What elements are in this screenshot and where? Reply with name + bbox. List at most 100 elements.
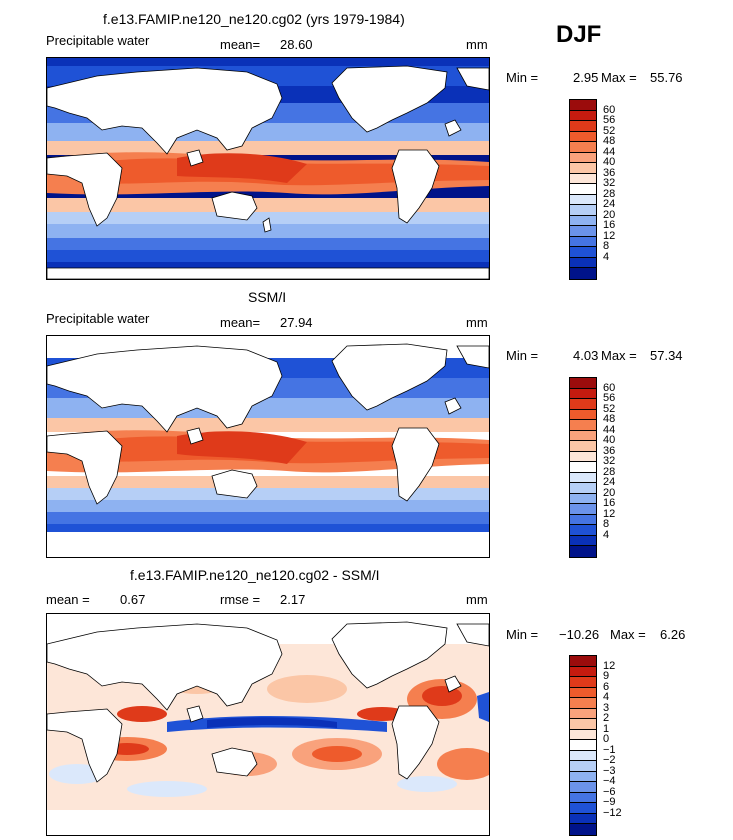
panel-3-colorbar-swatch [570,824,596,835]
panel-1-colorbar-tick-label: 8 [603,240,610,252]
panel-1-max-value: 55.76 [650,70,683,85]
panel-3-colorbar-tick-label: 6 [603,680,610,693]
panel-1-mean-value: 28.60 [280,37,313,52]
panel-1-colorbar-swatch [570,226,596,237]
panel-1-colorbar [569,99,597,280]
panel-2-colorbar-swatch [570,472,596,483]
panel-2-colorbar-swatch [570,399,596,410]
panel-1-units: mm [466,37,488,52]
panel-3-rmse-label: rmse = [220,592,261,607]
panel-3-colorbar-tick-label: 2 [603,712,610,724]
panel-1-colorbar-swatch [570,173,596,184]
panel-3-colorbar-tick-label: 1 [603,722,610,735]
panel-1-colorbar-tick-label: 16 [603,219,616,231]
panel-1-colorbar-tick-label: 20 [603,208,616,221]
panel-3-colorbar-swatch [570,761,596,772]
panel-2-colorbar-swatch [570,430,596,441]
panel-2-colorbar-swatch [570,546,596,557]
panel-2-colorbar-tick-label: 56 [603,392,616,404]
panel-3-colorbar-tick-label: 12 [603,659,616,672]
panel-1-colorbar-swatch [570,110,596,121]
panel-3-colorbar-swatch [570,771,596,782]
panel-3-colorbar-tick-label: 3 [603,701,610,714]
panel-2-min-value: 4.03 [573,348,599,363]
panel-3-colorbar-swatch [570,750,596,761]
panel-1-colorbar-tick-label: 60 [603,103,616,116]
panel-1-colorbar-swatch [570,236,596,247]
panel-2-colorbar-swatch [570,493,596,504]
panel-1-colorbar-tick-label: 12 [603,229,616,242]
panel-3-colorbar-swatch [570,719,596,730]
panel-1-colorbar-tick-label: 40 [603,156,616,168]
panel-1-colorbar-tick-label: 52 [603,124,616,137]
panel-3-colorbar [569,655,597,836]
panel-2-colorbar-swatch [570,451,596,462]
panel-3-mean-label: mean = [46,592,90,607]
panel-2-colorbar-swatch [570,441,596,452]
panel-3-colorbar-tick-label: 0 [603,733,610,745]
panel-2-colorbar-swatch [570,388,596,399]
panel-3-max-value: 6.26 [660,627,686,642]
panel-3-units: mm [466,592,488,607]
panel-1-colorbar-tick-label: 36 [603,166,616,179]
panel-3-map [46,613,490,836]
panel-3-colorbar-swatch [570,666,596,677]
panel-3-colorbar-swatch [570,803,596,814]
panel-2-max-label: Max = [601,348,637,363]
season-label: DJF [556,21,602,48]
panel-2-colorbar-tick-label: 44 [603,423,616,436]
panel-3-min-label: Min = [506,627,539,642]
panel-3-colorbar-tick-label: 9 [603,670,610,682]
panel-2-variable: Precipitable water [46,311,150,326]
panel-2-colorbar-tick-label: 16 [603,497,616,509]
panel-2-colorbar-tick-label: 8 [603,518,610,530]
panel-2-max-value: 57.34 [650,348,683,363]
panel-2-colorbar-tick-label: 28 [603,465,616,478]
panel-2-colorbar-tick-label: 12 [603,507,616,520]
panel-3-colorbar-swatch [570,740,596,751]
panel-2-mean-value: 27.94 [280,315,313,330]
panel-2-colorbar-tick-label: 4 [603,528,610,541]
panel-1-colorbar-swatch [570,194,596,205]
panel-3-colorbar-swatch [570,698,596,709]
panel-3-colorbar-tick-label: −3 [603,764,616,777]
panel-1-colorbar-tick-label: 4 [603,250,610,263]
panel-2-map [46,335,490,558]
panel-1-colorbar-swatch [570,184,596,195]
panel-2-colorbar-swatch [570,535,596,546]
panel-1-colorbar-swatch [570,131,596,142]
panel-3-colorbar-tick-label: −1 [603,743,616,756]
panel-1-colorbar-swatch [570,257,596,268]
panel-2-colorbar-swatch [570,504,596,515]
panel-3-mean-value: 0.67 [120,592,146,607]
panel-3-colorbar-swatch [570,792,596,803]
panel-3-colorbar-swatch [570,813,596,824]
panel-1-colorbar-tick-label: 28 [603,187,616,200]
panel-3-colorbar-swatch [570,687,596,698]
panel-2-colorbar-swatch [570,462,596,473]
panel-2-title: SSM/I [248,289,287,305]
panel-3-colorbar-swatch [570,729,596,740]
panel-2-colorbar-tick-label: 48 [603,413,616,425]
panel-3-colorbar-tick-label: −2 [603,754,616,766]
panel-3-colorbar-swatch [570,782,596,793]
panel-2-colorbar [569,377,597,558]
panel-1-colorbar-tick-label: 32 [603,177,616,189]
panel-2-colorbar-tick-label: 24 [603,476,616,488]
panel-1-colorbar-swatch [570,121,596,132]
panel-3-title: f.e13.FAMIP.ne120_ne120.cg02 - SSM/I [130,567,380,583]
panel-2-mean-label: mean= [220,315,261,330]
panel-2-colorbar-swatch [570,514,596,525]
panel-3-colorbar-swatch [570,708,596,719]
panel-2-colorbar-swatch [570,378,596,389]
panel-1-variable: Precipitable water [46,33,150,48]
panel-2-colorbar-tick-label: 36 [603,444,616,457]
panel-1-colorbar-swatch [570,142,596,153]
panel-1-colorbar-swatch [570,215,596,226]
panel-3-colorbar-tick-label: −9 [603,796,616,808]
panel-1-colorbar-swatch [570,152,596,163]
panel-1-mean-label: mean= [220,37,261,52]
panel-1-colorbar-swatch [570,268,596,279]
panel-2-colorbar-swatch [570,525,596,536]
panel-1-max-label: Max = [601,70,637,85]
